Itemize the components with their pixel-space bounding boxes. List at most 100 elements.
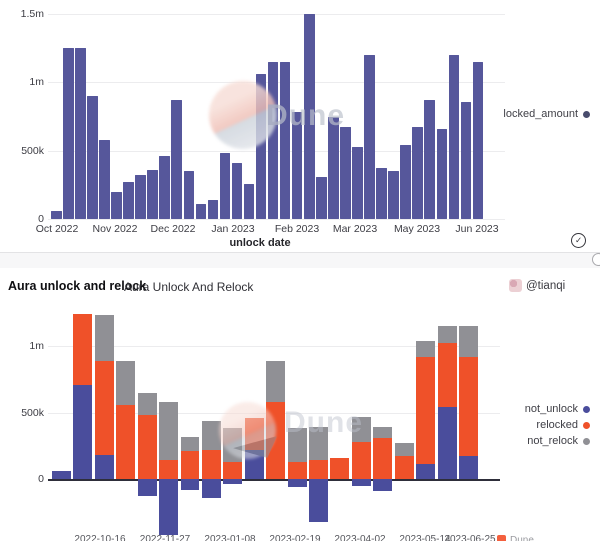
stacked-bar [330, 268, 350, 541]
bar-locked-amount [147, 169, 158, 219]
legend-item-locked-amount[interactable]: locked_amount [503, 106, 590, 122]
segment-not_unlock [244, 450, 264, 479]
legend-dot [583, 110, 590, 118]
x-tick-label: Jan 2023 [211, 223, 255, 235]
segment-not_relock [416, 340, 436, 357]
segment-not_relock [266, 360, 286, 402]
segment-not_unlock [201, 479, 221, 498]
segment-not_relock [159, 401, 179, 461]
x-tick-label: Oct 2022 [35, 223, 79, 235]
author-handle[interactable]: @tianqi [526, 280, 566, 292]
gridline [48, 13, 505, 15]
stacked-bar [373, 268, 393, 541]
x-tick-label-clipped: 2023-02-19 [269, 534, 321, 541]
segment-not_relock [287, 427, 307, 463]
x-tick-label: May 2023 [393, 223, 441, 235]
segment-relocked [94, 360, 114, 456]
legend-dot [583, 405, 590, 413]
x-tick-label: Jun 2023 [455, 223, 499, 235]
bar-locked-amount [291, 112, 303, 219]
stacked-bar [351, 268, 371, 541]
x-tick-label-clipped: 2023-06-25 [444, 534, 496, 541]
y-tick-label: 0 [38, 473, 44, 485]
bar-locked-amount [328, 116, 339, 219]
segment-relocked [287, 462, 307, 479]
stacked-bar [94, 268, 114, 541]
x-tick-label-clipped: 2022-11-27 [139, 534, 191, 541]
y-tick-label: 1m [29, 340, 44, 352]
legend-label: not_unlock [524, 403, 578, 415]
segment-not_relock [437, 326, 457, 344]
x-tick-label-clipped: 2023-05-14 [399, 534, 451, 541]
bar-locked-amount [135, 175, 146, 219]
stacked-bar [52, 268, 71, 541]
stacked-bar [416, 268, 436, 541]
segment-relocked [309, 460, 328, 479]
segment-not_unlock [137, 479, 157, 497]
bar-locked-amount [267, 61, 279, 219]
stacked-bar [459, 268, 478, 541]
stacked-bar [309, 268, 328, 541]
segment-not_relock [137, 393, 157, 415]
legend-item-not_unlock[interactable]: not_unlock [525, 401, 590, 417]
bar-locked-amount [376, 168, 387, 219]
bar-locked-amount [412, 127, 423, 219]
segment-not_unlock [287, 479, 307, 487]
segment-relocked [459, 357, 478, 457]
segment-not_relock [116, 360, 136, 405]
bar-locked-amount [51, 210, 62, 219]
legend-item-not_relock[interactable]: not_relock [525, 433, 590, 449]
bar-locked-amount [231, 163, 243, 219]
segment-relocked [223, 461, 243, 479]
y-tick-label: 500k [21, 406, 44, 419]
segment-not_relock [459, 326, 478, 358]
bar-locked-amount [388, 171, 399, 219]
stacked-bar [223, 268, 243, 541]
bar-locked-amount [243, 183, 255, 219]
zero-axis-line [48, 479, 500, 481]
locked-amount-chart-panel: 1.5m 1m 500k 0 Dune Oct 2022 Nov 2022 Dec 202… [0, 0, 600, 252]
segment-not_unlock [459, 456, 478, 479]
segment-relocked [201, 450, 221, 479]
verified-check-icon[interactable]: ✓ [571, 233, 586, 248]
legend-item-relocked[interactable]: relocked [525, 417, 590, 433]
author-avatar[interactable] [509, 279, 522, 292]
top-chart-legend: locked_amount [503, 106, 590, 122]
segment-relocked [330, 457, 350, 479]
segment-not_relock [180, 436, 200, 452]
top-chart-bars [51, 0, 484, 219]
bar-locked-amount [99, 139, 110, 219]
legend-label: not_relock [527, 435, 578, 447]
x-tick-label-clipped: 2022-10-16 [74, 534, 126, 541]
bottom-chart-x-axis-clipped: 2022-10-16 2022-11-27 2023-01-08 2023-02-19… [0, 534, 600, 541]
bar-locked-amount [400, 145, 411, 219]
legend-dot [583, 437, 590, 445]
bar-locked-amount [111, 191, 122, 219]
stacked-bar [266, 268, 286, 541]
segment-not_relock [223, 427, 243, 462]
bar-locked-amount [195, 204, 207, 219]
segment-relocked [137, 414, 157, 479]
segment-relocked [73, 314, 93, 385]
bar-locked-amount [171, 100, 183, 219]
x-tick-label: Nov 2022 [92, 223, 138, 235]
segment-relocked [244, 417, 264, 451]
x-axis-title: unlock date [229, 237, 291, 249]
partial-check-icon[interactable] [592, 253, 600, 266]
bar-locked-amount [340, 127, 351, 219]
bar-locked-amount [279, 61, 291, 219]
bar-locked-amount [123, 182, 134, 219]
bar-locked-amount [219, 153, 231, 219]
x-tick-label: Dec 2022 [150, 223, 196, 235]
segment-not_relock [373, 427, 393, 438]
segment-not_unlock [180, 479, 200, 490]
x-tick-label: Feb 2023 [274, 223, 320, 235]
chart-title: Aura unlock and relock [8, 279, 147, 293]
segment-relocked [351, 441, 371, 479]
segment-not_unlock [223, 479, 243, 485]
segment-not_relock [309, 427, 328, 461]
segment-not_unlock [373, 479, 393, 491]
bar-locked-amount [316, 176, 327, 219]
bar-locked-amount [424, 100, 435, 219]
